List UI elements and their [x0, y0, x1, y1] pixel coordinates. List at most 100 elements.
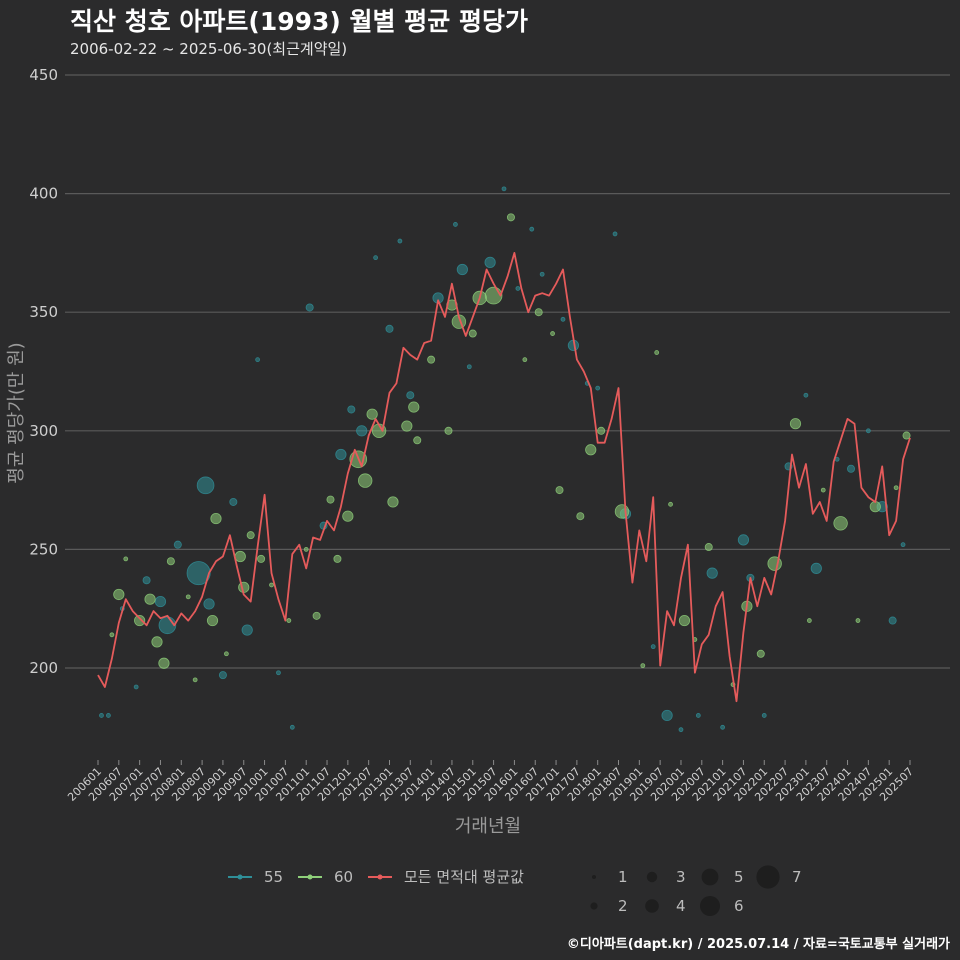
scatter-point-60: [333, 554, 342, 563]
legend-label: 55: [264, 868, 283, 886]
scatter-point-60: [286, 618, 292, 623]
scatter-point-55: [539, 271, 545, 277]
scatter-point-60: [206, 614, 219, 627]
legend-size-label: 3: [676, 868, 686, 886]
average-line: [97, 251, 911, 703]
y-tick-label: 400: [29, 185, 58, 203]
scatter-point-60: [326, 495, 335, 504]
scatter-point-60: [668, 501, 673, 507]
scatter-point-55: [706, 567, 718, 579]
scatter-point-55: [406, 391, 415, 400]
scatter-point-60: [704, 543, 713, 552]
legend-marker: [237, 874, 243, 880]
scatter-point-60: [413, 436, 422, 445]
scatter-point-60: [468, 329, 477, 338]
scatter-point-60: [210, 512, 222, 525]
y-tick-label: 250: [29, 540, 58, 558]
scatter-point-60: [357, 473, 373, 488]
scatter-point-55: [335, 448, 347, 461]
scatter-point-60: [166, 557, 175, 566]
scatter-point-55: [203, 598, 215, 610]
scatter-point-55: [229, 497, 238, 506]
legend-size-label: 7: [792, 868, 802, 886]
chart-subtitle: 2006-02-22 ~ 2025-06-30(최근계약일): [70, 40, 348, 58]
scatter-point-60: [158, 657, 170, 669]
scatter-point-55: [385, 324, 394, 333]
scatter-point-55: [173, 540, 182, 549]
scatter-point-55: [397, 238, 403, 244]
scatter-point-55: [154, 595, 167, 608]
y-tick-label: 200: [29, 659, 58, 677]
scatter-point-60: [756, 649, 765, 658]
chart-title: 직산 청호 아파트(1993) 월별 평균 평당가: [70, 7, 528, 36]
scatter-point-60: [678, 614, 691, 627]
scatter-point-55: [560, 316, 566, 322]
scatter-point-55: [900, 542, 906, 548]
scatter-point-55: [810, 562, 822, 574]
scatter-point-55: [347, 405, 356, 414]
scatter-point-60: [123, 556, 129, 562]
scatter-point-60: [234, 550, 246, 563]
scatter-point-55: [803, 392, 809, 398]
grid-lines: [65, 74, 950, 669]
scatter-point-55: [847, 464, 856, 473]
scatter-point-55: [888, 616, 897, 625]
scatter-point-55: [737, 534, 750, 546]
y-axis-ticks: 200 250 300 350 400 450: [29, 66, 58, 677]
scatter-point-60: [550, 331, 555, 336]
scatter-point-55: [99, 713, 104, 718]
scatter-point-60: [144, 593, 156, 605]
scatter-point-60: [585, 444, 597, 456]
scatter-point-60: [257, 554, 266, 563]
scatter-point-55: [356, 425, 368, 437]
legend-label: 모든 면적대 평균값: [404, 868, 524, 886]
scatter-point-55: [186, 561, 211, 586]
scatter-point-60: [109, 632, 115, 638]
y-tick-label: 300: [29, 422, 58, 440]
scatter-point-55: [276, 670, 281, 676]
legend-size-label: 4: [676, 897, 686, 915]
scatter-points: [99, 186, 911, 733]
scatter-point-55: [289, 724, 295, 730]
scatter-point-60: [902, 431, 911, 440]
scatter-point-55: [255, 357, 261, 363]
scatter-point-55: [142, 576, 151, 585]
scatter-point-60: [223, 651, 229, 657]
legend-size-label: 6: [734, 897, 744, 915]
scatter-point-55: [133, 684, 139, 690]
scatter-point-55: [456, 263, 468, 276]
scatter-point-60: [303, 547, 309, 552]
y-tick-label: 450: [29, 66, 58, 84]
scatter-point-55: [466, 364, 472, 370]
scatter-point-60: [269, 582, 274, 588]
scatter-point-60: [576, 512, 585, 521]
scatter-point-60: [820, 487, 826, 493]
scatter-point-60: [640, 663, 646, 669]
average-line-layer: [97, 251, 911, 703]
scatter-point-60: [401, 420, 413, 432]
y-tick-label: 350: [29, 303, 58, 321]
scatter-point-55: [515, 286, 521, 291]
scatter-point-55: [241, 624, 253, 636]
legend-size-label: 2: [618, 897, 628, 915]
scatter-point-60: [506, 213, 515, 222]
scatter-point-55: [218, 671, 227, 680]
scatter-point-55: [661, 709, 673, 722]
scatter-point-60: [312, 611, 321, 620]
scatter-point-55: [650, 644, 656, 650]
legend-size-circle: [592, 875, 596, 879]
scatter-point-55: [453, 222, 458, 227]
legend-size-circle: [701, 868, 719, 886]
scatter-point-60: [893, 485, 899, 491]
y-axis-label: 평균 평당가(만 원): [6, 342, 27, 483]
legend-size-label: 1: [618, 868, 628, 886]
scatter-point-55: [695, 713, 701, 718]
scatter-point-55: [373, 255, 379, 261]
footer-credit: ©디아파트(dapt.kr) / 2025.07.14 / 자료=국토교통부 실…: [566, 937, 950, 952]
scatter-point-60: [789, 418, 802, 430]
legend-size-circle: [590, 902, 598, 910]
scatter-point-60: [134, 614, 146, 627]
legend: 55 60 모든 면적대 평균값 1 2 3 4 5 6 7: [228, 865, 802, 916]
scatter-point-55: [501, 186, 507, 192]
scatter-point-55: [305, 303, 314, 312]
